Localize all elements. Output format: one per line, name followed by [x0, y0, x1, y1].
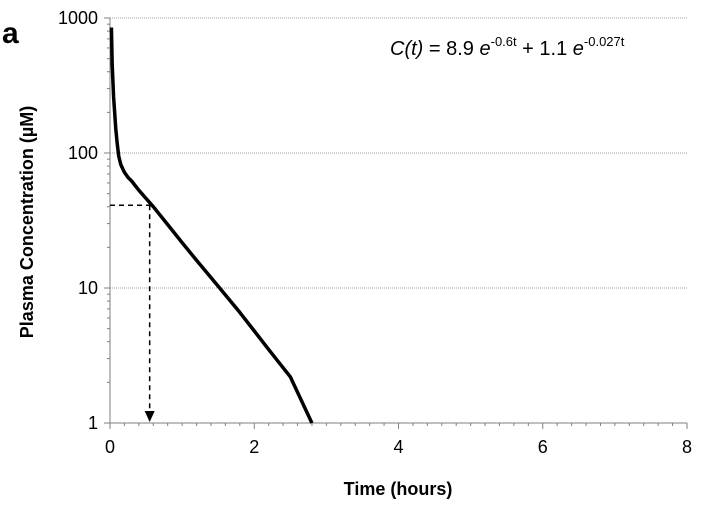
series-group [109, 27, 314, 424]
equation-coef-1: = 8.9 [423, 38, 479, 60]
grid-lines [110, 17, 687, 289]
y-tick-label: 1 [88, 413, 98, 433]
equation-prefix: C(t) [390, 38, 423, 60]
x-tick-label: 6 [538, 437, 548, 457]
panel-label: a [2, 17, 19, 50]
concentration-curve [109, 27, 314, 424]
y-tick-labels: 1 10 100 1000 [58, 8, 98, 433]
equation-exponent-1: -0.6t [491, 34, 517, 49]
equation-e-2: e [573, 38, 584, 60]
equation-annotation: C(t) = 8.9 e-0.6t + 1.1 e-0.027t [390, 34, 625, 60]
reference-arrowhead [144, 411, 155, 422]
x-tick-label: 8 [682, 437, 692, 457]
equation-e-1: e [479, 38, 490, 60]
x-tick-labels: 0 2 4 6 8 [105, 437, 692, 457]
axes [104, 17, 688, 429]
reference-lines [110, 204, 155, 422]
y-tick-label: 10 [78, 278, 98, 298]
x-tick-label: 2 [249, 437, 259, 457]
equation-exponent-2: -0.027t [584, 34, 625, 49]
equation-coef-2: + 1.1 [517, 38, 573, 60]
x-tick-label: 4 [393, 437, 403, 457]
y-axis-title: Plasma Concentration (µM) [17, 106, 37, 338]
x-axis-title: Time (hours) [344, 479, 453, 499]
x-tick-label: 0 [105, 437, 115, 457]
y-tick-label: 1000 [58, 8, 98, 28]
y-tick-label: 100 [68, 143, 98, 163]
